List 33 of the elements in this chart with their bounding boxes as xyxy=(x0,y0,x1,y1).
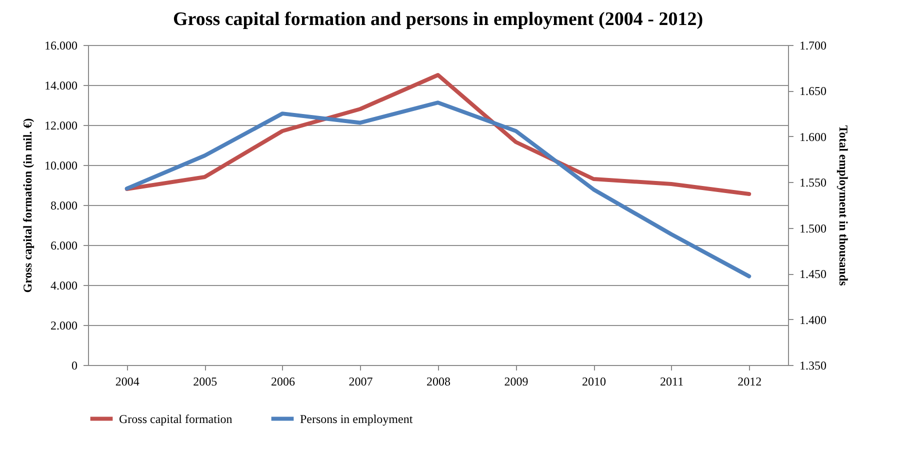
y-axis-title: Gross capital formation (in mil. €) xyxy=(20,118,34,293)
x-tick-label: 2008 xyxy=(426,374,450,388)
legend-label: Gross capital formation xyxy=(119,412,232,426)
y2-tick-label: 1.450 xyxy=(800,267,826,282)
y2-tick-label: 1.550 xyxy=(800,176,826,190)
y-tick-label: 14.000 xyxy=(44,78,78,92)
x-tick-label: 2007 xyxy=(348,374,373,388)
y-tick-label: 6.000 xyxy=(50,238,78,252)
line-series xyxy=(124,73,752,196)
y-tick-label: 0 xyxy=(72,358,78,372)
line-series xyxy=(124,100,752,278)
y2-tick-label: 1.700 xyxy=(800,38,826,52)
y-tick-label: 8.000 xyxy=(50,198,78,212)
x-tick-label: 2010 xyxy=(582,374,606,388)
x-tick-label: 2011 xyxy=(660,374,684,388)
x-tick-label: 2005 xyxy=(193,374,218,388)
y2-axis-title: Total employment in thousands xyxy=(836,125,850,286)
y-tick-label: 4.000 xyxy=(50,278,78,292)
y2-tick-label: 1.650 xyxy=(800,84,826,98)
legend-label: Persons in employment xyxy=(300,412,414,426)
y2-tick-label: 1.350 xyxy=(800,358,826,372)
y2-tick-label: 1.600 xyxy=(800,130,826,144)
y2-tick-label: 1.400 xyxy=(800,312,826,327)
chart-title: Gross capital formation and persons in employment (2004 - 2012) xyxy=(172,9,704,30)
x-tick-label: 2012 xyxy=(738,374,762,388)
y-tick-label: 16.000 xyxy=(44,38,78,52)
y-tick-label: 2.000 xyxy=(50,318,78,332)
x-tick-label: 2009 xyxy=(504,374,528,388)
y-tick-label: 12.000 xyxy=(44,118,78,132)
y2-tick-label: 1.500 xyxy=(800,221,826,236)
x-tick-label: 2006 xyxy=(270,374,295,388)
x-tick-label: 2004 xyxy=(115,374,140,388)
y-tick-label: 10.000 xyxy=(44,158,78,172)
